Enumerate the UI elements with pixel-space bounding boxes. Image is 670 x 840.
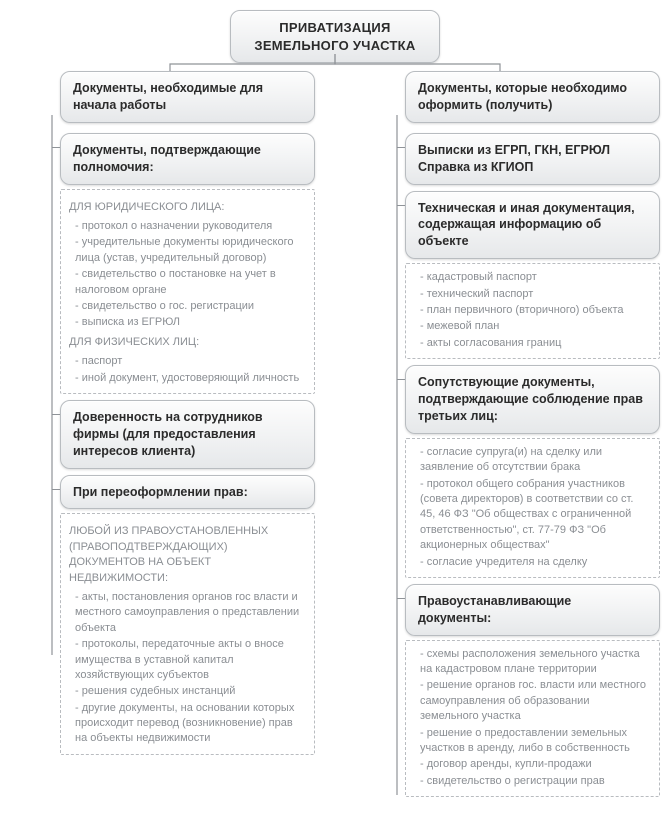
detail-item: свидетельство о гос. регистрации: [75, 299, 306, 314]
right-group-detail: схемы расположения земельного участка на…: [405, 640, 660, 798]
detail-item: акты согласования границ: [420, 336, 651, 351]
detail-subhead: ЛЮБОЙ ИЗ ПРАВОУСТАНОВЛЕННЫХ (ПРАВОПОДТВЕ…: [69, 524, 306, 586]
right-group-title: Техническая и иная документация, содержа…: [405, 191, 660, 260]
left-group-detail: ДЛЯ ЮРИДИЧЕСКОГО ЛИЦА: протокол о назначе…: [60, 189, 315, 394]
right-group-title: Сопутствующие документы, подтверждающие …: [405, 365, 660, 434]
left-group-detail: ЛЮБОЙ ИЗ ПРАВОУСТАНОВЛЕННЫХ (ПРАВОПОДТВЕ…: [60, 513, 315, 754]
left-column: Документы, необходимые для начала работы…: [10, 71, 315, 761]
connector-stub: [397, 147, 405, 148]
right-group-title: Выписки из ЕГРП, ГКН, ЕГРЮЛ Справка из К…: [405, 133, 660, 185]
detail-item: план первичного (вторичного) объекта: [420, 303, 651, 318]
detail-item: протокол о назначении руководителя: [75, 219, 306, 234]
connector-stub: [52, 414, 60, 415]
right-branch-title: Документы, которые необходимо оформить (…: [405, 71, 660, 123]
right-branch: Документы, которые необходимо оформить (…: [405, 71, 660, 123]
right-group: Правоустанавливающие документы: схемы рас…: [355, 584, 660, 797]
detail-item: свидетельство о регистрации прав: [420, 774, 651, 789]
columns-wrap: Документы, необходимые для начала работы…: [10, 71, 660, 803]
right-column: Документы, которые необходимо оформить (…: [355, 71, 660, 803]
left-group-title: Документы, подтверждающие полномочия:: [60, 133, 315, 185]
left-branch: Документы, необходимые для начала работы: [60, 71, 315, 123]
detail-subhead: ДЛЯ ФИЗИЧЕСКИХ ЛИЦ:: [69, 335, 306, 350]
right-group: Техническая и иная документация, содержа…: [355, 191, 660, 360]
connector-stub: [52, 489, 60, 490]
detail-item: согласие супруга(и) на сделку или заявле…: [420, 445, 651, 476]
detail-subhead: ДЛЯ ЮРИДИЧЕСКОГО ЛИЦА:: [69, 200, 306, 215]
detail-item: другие документы, на основании которых п…: [75, 701, 306, 747]
detail-items: паспорт иной документ, удостоверяющий лич…: [69, 354, 306, 386]
left-branch-title: Документы, необходимые для начала работы: [60, 71, 315, 123]
root-node: ПРИВАТИЗАЦИЯ ЗЕМЕЛЬНОГО УЧАСТКА: [230, 10, 440, 63]
detail-items: акты, постановления органов гос власти и…: [69, 590, 306, 747]
left-group-title: При переоформлении прав:: [60, 475, 315, 510]
left-group-title: Доверенность на сотрудников фирмы (для п…: [60, 400, 315, 469]
detail-item: выписка из ЕГРЮЛ: [75, 315, 306, 330]
connector-stub: [397, 379, 405, 380]
detail-item: акты, постановления органов гос власти и…: [75, 590, 306, 636]
left-group: Доверенность на сотрудников фирмы (для п…: [10, 400, 315, 469]
left-group: Документы, подтверждающие полномочия:ДЛЯ…: [10, 133, 315, 394]
connector-stub: [397, 598, 405, 599]
detail-item: межевой план: [420, 319, 651, 334]
detail-item: решение о предоставлении земельных участ…: [420, 726, 651, 757]
connector-stub: [397, 205, 405, 206]
detail-item: протокол общего собрания участников (сов…: [420, 477, 651, 554]
detail-items: схемы расположения земельного участка на…: [414, 647, 651, 790]
detail-items: согласие супруга(и) на сделку или заявле…: [414, 445, 651, 570]
detail-item: решение органов гос. власти или местного…: [420, 678, 651, 724]
detail-item: решения судебных инстанций: [75, 684, 306, 699]
detail-items: кадастровый паспорт технический паспортпл…: [414, 270, 651, 351]
detail-item: схемы расположения земельного участка на…: [420, 647, 651, 678]
right-group: Сопутствующие документы, подтверждающие …: [355, 365, 660, 578]
detail-items: протокол о назначении руководителяучреди…: [69, 219, 306, 331]
detail-item: протоколы, передаточные акты о вносе иму…: [75, 637, 306, 683]
detail-item: паспорт: [75, 354, 306, 369]
left-groups: Документы, подтверждающие полномочия:ДЛЯ…: [10, 133, 315, 755]
right-group-detail: кадастровый паспорт технический паспортпл…: [405, 263, 660, 359]
right-group-title: Правоустанавливающие документы:: [405, 584, 660, 636]
connector-stub: [52, 147, 60, 148]
right-groups: Выписки из ЕГРП, ГКН, ЕГРЮЛ Справка из К…: [355, 133, 660, 797]
left-group: При переоформлении прав: ЛЮБОЙ ИЗ ПРАВОУС…: [10, 475, 315, 755]
detail-item: договор аренды, купли-продажи: [420, 757, 651, 772]
detail-item: учредительные документы юридического лиц…: [75, 235, 306, 266]
root-title: ПРИВАТИЗАЦИЯ ЗЕМЕЛЬНОГО УЧАСТКА: [230, 10, 440, 63]
right-group: Выписки из ЕГРП, ГКН, ЕГРЮЛ Справка из К…: [355, 133, 660, 185]
detail-item: технический паспорт: [420, 287, 651, 302]
detail-item: согласие учредителя на сделку: [420, 555, 651, 570]
right-group-detail: согласие супруга(и) на сделку или заявле…: [405, 438, 660, 578]
detail-item: кадастровый паспорт: [420, 270, 651, 285]
detail-item: иной документ, удостоверяющий личность: [75, 371, 306, 386]
detail-item: свидетельство о постановке на учет в нал…: [75, 267, 306, 298]
